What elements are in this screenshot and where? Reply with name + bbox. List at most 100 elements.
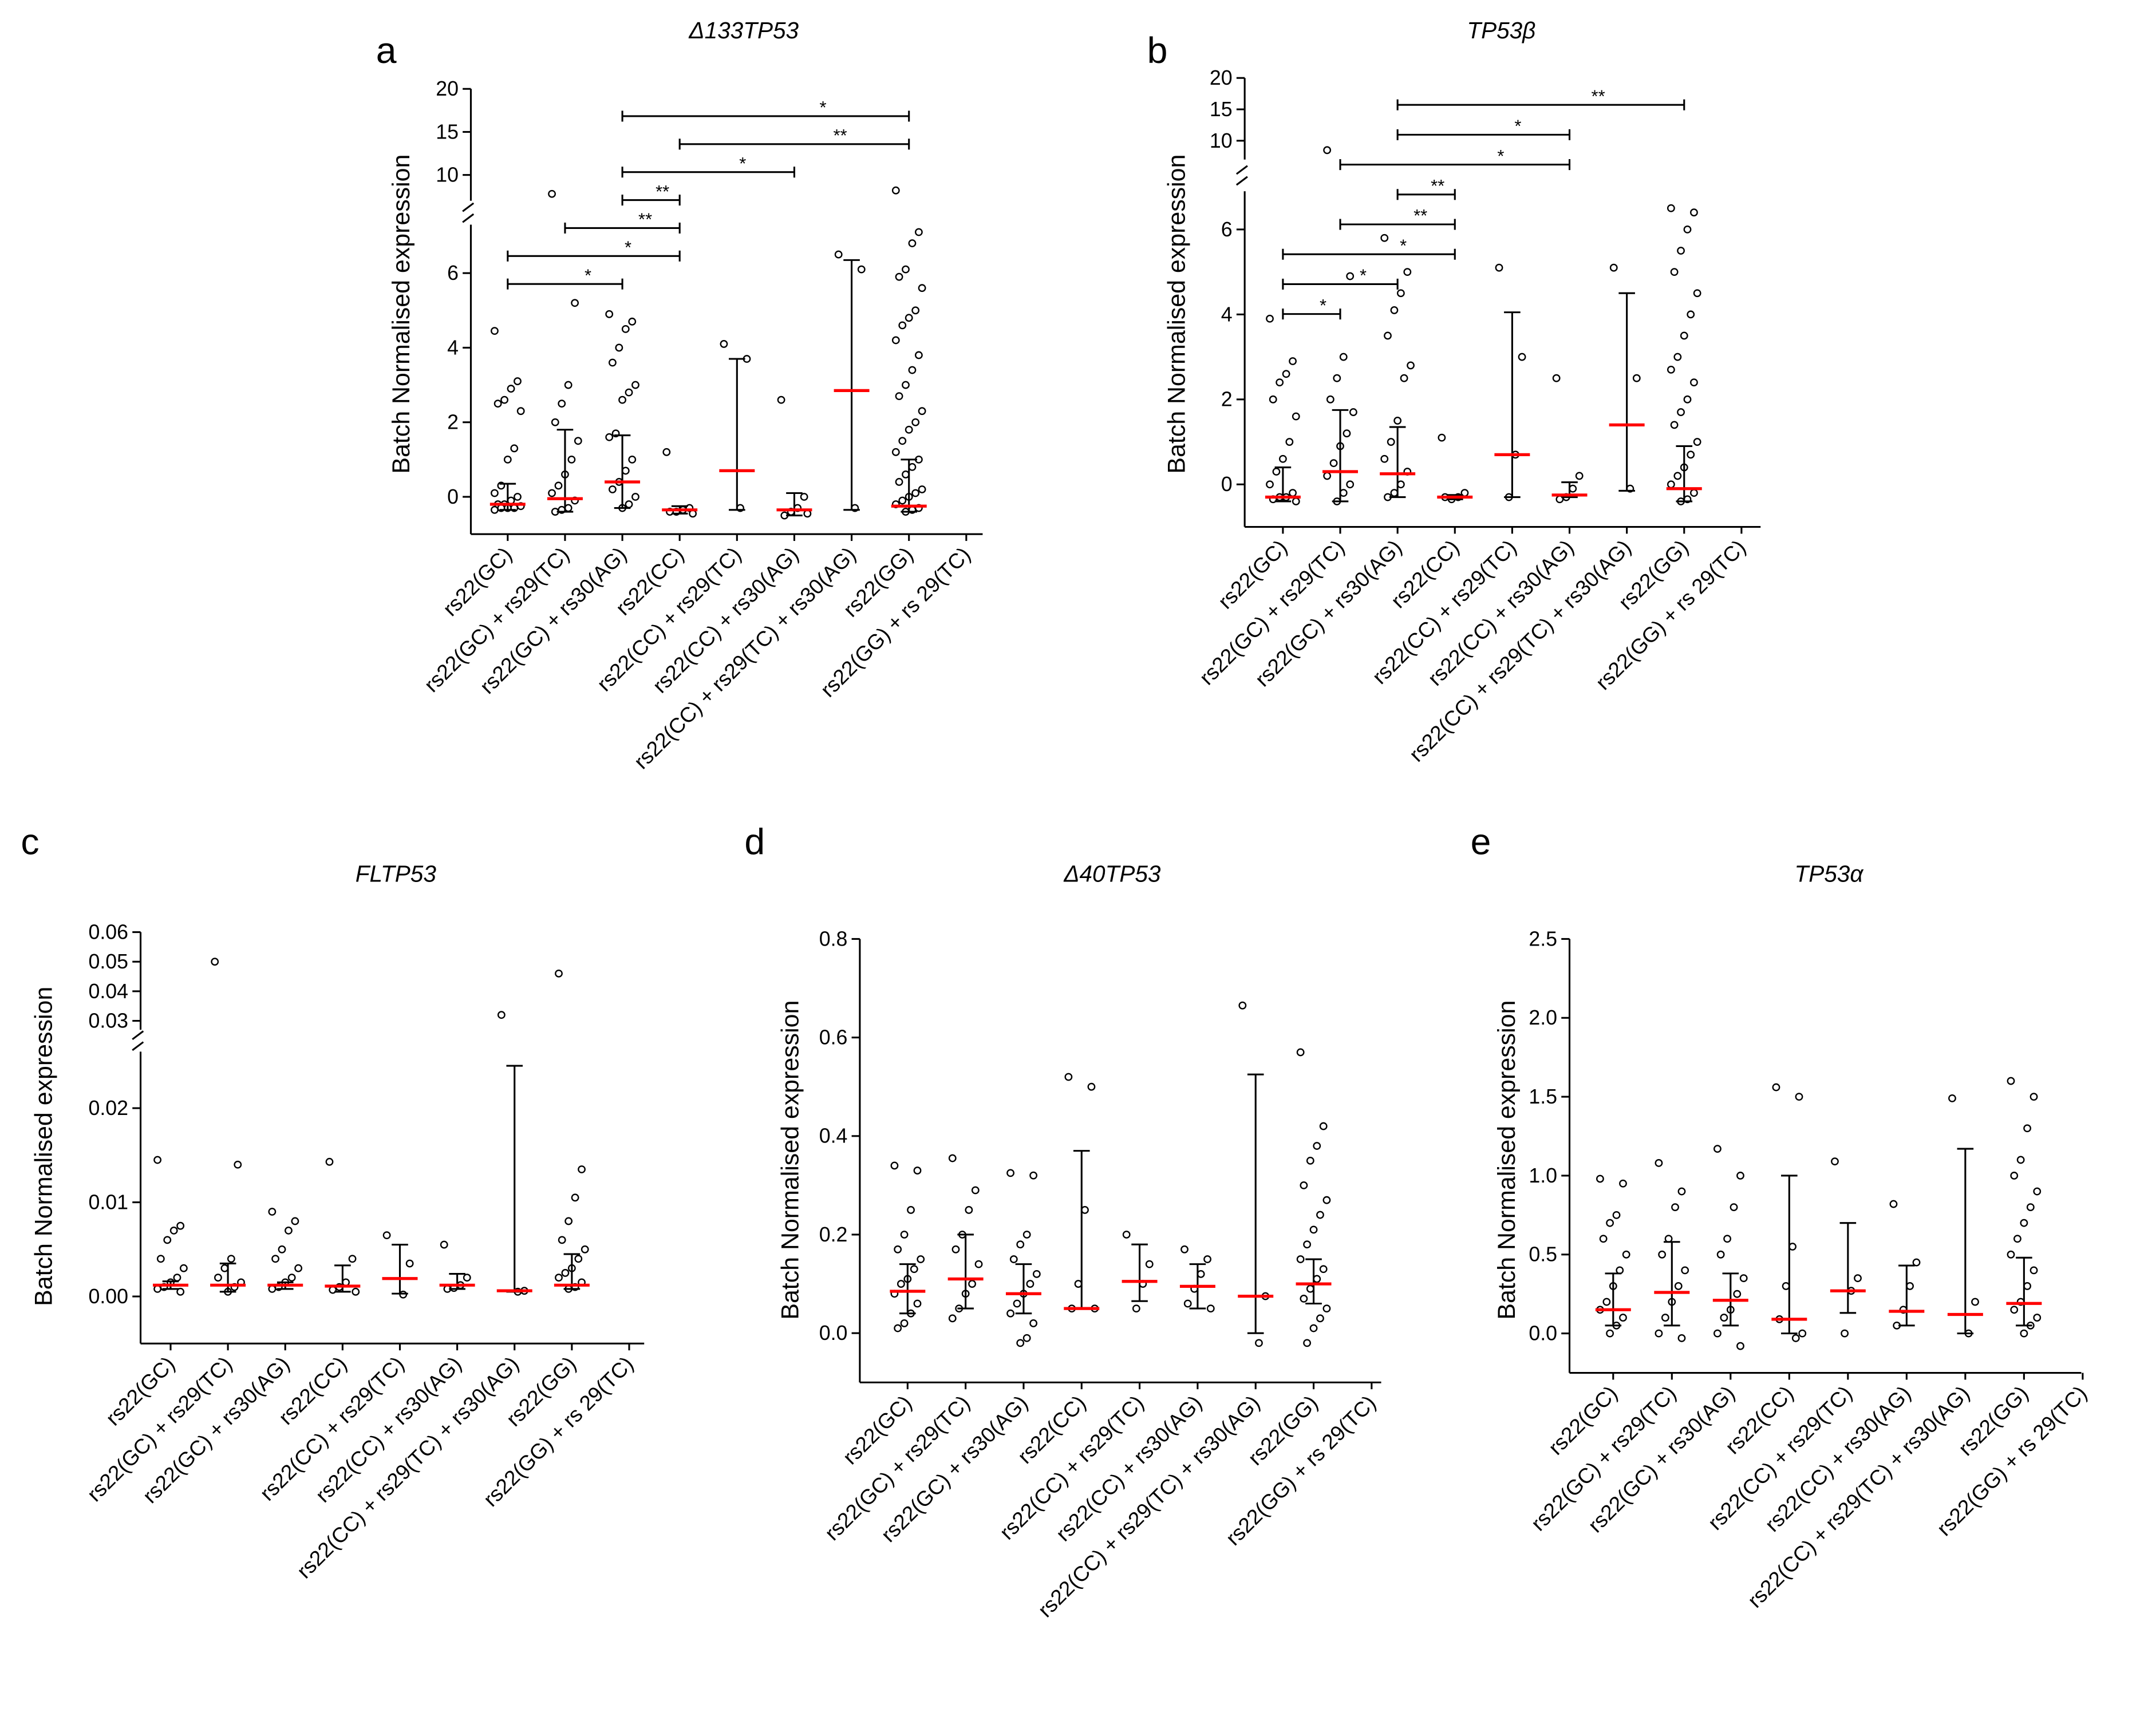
data-point bbox=[1206, 1304, 1215, 1313]
data-point bbox=[1300, 1294, 1308, 1303]
y-tick-label: 0.5 bbox=[1529, 1243, 1557, 1266]
y-tick-label: 2 bbox=[447, 411, 459, 434]
data-point bbox=[895, 478, 903, 486]
data-point bbox=[1795, 1093, 1803, 1101]
data-point bbox=[1026, 1280, 1035, 1288]
data-point bbox=[1029, 1171, 1038, 1180]
data-point bbox=[1313, 1275, 1321, 1283]
data-point bbox=[894, 1324, 902, 1332]
data-point bbox=[1316, 1211, 1324, 1219]
data-point bbox=[1296, 1255, 1305, 1263]
data-point bbox=[1309, 1324, 1318, 1332]
data-point bbox=[558, 1236, 566, 1244]
data-point bbox=[890, 1161, 899, 1170]
data-point bbox=[894, 1245, 902, 1253]
data-point bbox=[2007, 1077, 2015, 1085]
data-point bbox=[1346, 480, 1355, 489]
panel-letter: d bbox=[744, 821, 765, 863]
data-point bbox=[1569, 484, 1577, 493]
data-point bbox=[1396, 480, 1405, 489]
data-point bbox=[1313, 1142, 1321, 1150]
data-point bbox=[1390, 306, 1399, 314]
data-point bbox=[1180, 1245, 1189, 1253]
data-point bbox=[1384, 331, 1392, 340]
data-point bbox=[571, 299, 579, 307]
data-point bbox=[1606, 1329, 1614, 1338]
data-point bbox=[1255, 1339, 1263, 1347]
data-point bbox=[605, 433, 614, 441]
data-point bbox=[965, 1206, 973, 1214]
data-point bbox=[898, 496, 907, 505]
data-point bbox=[2023, 1124, 2032, 1133]
data-point bbox=[1596, 1175, 1604, 1183]
data-point bbox=[291, 1217, 299, 1225]
y-tick-label: 1.0 bbox=[1529, 1164, 1557, 1187]
data-point bbox=[1619, 1314, 1627, 1322]
y-tick-label: 0.0 bbox=[819, 1322, 848, 1344]
data-point bbox=[1687, 310, 1695, 319]
data-point bbox=[948, 1314, 957, 1323]
data-point bbox=[574, 1255, 583, 1263]
data-point bbox=[491, 505, 499, 514]
data-point bbox=[1380, 454, 1389, 463]
significance-label: ** bbox=[656, 181, 669, 201]
data-point bbox=[1854, 1274, 1862, 1283]
data-point bbox=[1387, 438, 1395, 446]
data-point bbox=[911, 306, 920, 315]
y-tick-label: 0.04 bbox=[88, 980, 128, 1003]
data-point bbox=[1022, 1334, 1031, 1342]
data-point bbox=[1655, 1329, 1663, 1338]
significance-label: * bbox=[1400, 235, 1407, 255]
data-point bbox=[1552, 374, 1561, 382]
data-point bbox=[294, 1264, 303, 1272]
data-point bbox=[491, 489, 499, 497]
data-point bbox=[1912, 1258, 1921, 1267]
data-point bbox=[918, 485, 926, 493]
axis-break bbox=[132, 1041, 144, 1051]
chart-title: TP53β bbox=[1467, 17, 1535, 44]
data-point bbox=[905, 314, 913, 322]
data-point bbox=[1674, 1282, 1683, 1290]
data-point bbox=[405, 1259, 414, 1268]
data-point bbox=[1333, 374, 1341, 382]
data-point bbox=[1322, 1196, 1331, 1204]
data-point bbox=[662, 448, 671, 456]
data-point bbox=[1667, 204, 1675, 212]
y-tick-label: 15 bbox=[1210, 98, 1233, 121]
data-point bbox=[1683, 225, 1692, 234]
y-tick-label: 0.05 bbox=[88, 950, 128, 973]
data-point bbox=[1612, 1211, 1621, 1219]
data-point bbox=[1518, 353, 1526, 361]
data-point bbox=[1319, 1265, 1328, 1274]
data-point bbox=[278, 1245, 286, 1253]
data-point bbox=[234, 1160, 242, 1169]
data-point bbox=[625, 388, 633, 397]
data-point bbox=[516, 407, 525, 416]
data-point bbox=[2030, 1266, 2038, 1275]
data-point bbox=[1733, 1290, 1742, 1298]
y-tick-label: 0.0 bbox=[1529, 1322, 1557, 1345]
data-point bbox=[1400, 374, 1408, 382]
data-point bbox=[176, 1287, 185, 1296]
data-point bbox=[1285, 438, 1294, 446]
data-point bbox=[918, 284, 926, 292]
data-point bbox=[1736, 1342, 1744, 1350]
y-axis-label: Batch Normalised expression bbox=[1163, 155, 1190, 474]
panel-letter: e bbox=[1471, 821, 1491, 863]
data-point bbox=[1300, 1181, 1308, 1189]
y-tick-label: 0.00 bbox=[88, 1285, 128, 1308]
y-axis-label: Batch Normalised expression bbox=[388, 155, 415, 474]
data-point bbox=[325, 1157, 334, 1166]
data-point bbox=[1197, 1270, 1205, 1278]
significance-label: * bbox=[1320, 295, 1326, 315]
data-point bbox=[1438, 433, 1446, 442]
data-point bbox=[1022, 1231, 1031, 1239]
data-point bbox=[2023, 1282, 2032, 1290]
data-point bbox=[555, 1274, 563, 1282]
data-point bbox=[1032, 1270, 1041, 1278]
data-point bbox=[1782, 1282, 1790, 1290]
data-point bbox=[1393, 417, 1402, 425]
data-point bbox=[777, 396, 785, 404]
